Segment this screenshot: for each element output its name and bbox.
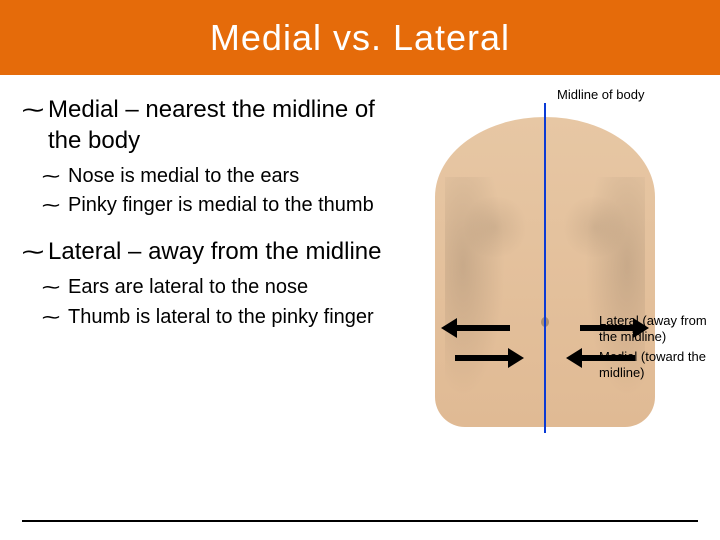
- bullet-glyph-icon: ⁓: [42, 278, 68, 301]
- figure-label-midline: Midline of body: [557, 87, 644, 103]
- bottom-divider: [22, 520, 698, 522]
- bullet-glyph-icon: ⁓: [42, 308, 68, 331]
- bullet-text: Ears are lateral to the nose: [68, 276, 308, 298]
- bullet-l2: ⁓Ears are lateral to the nose: [22, 275, 392, 301]
- arrow-medial-left-icon: [455, 355, 510, 361]
- bullet-l1: ⁓Medial – nearest the midline of the bod…: [22, 95, 392, 156]
- torso-shading: [560, 197, 630, 257]
- bullet-text: Medial – nearest the midline of the body: [48, 96, 375, 154]
- figure-label-medial: Medial (toward the midline): [599, 349, 709, 380]
- content-pane: ⁓Medial – nearest the midline of the bod…: [22, 95, 392, 348]
- bullet-glyph-icon: ⁓: [42, 196, 68, 219]
- bullet-glyph-icon: ⁓: [22, 98, 48, 126]
- bullet-glyph-icon: ⁓: [42, 167, 68, 190]
- bullet-l1: ⁓Lateral – away from the midline: [22, 237, 392, 268]
- bullet-group-medial: ⁓Medial – nearest the midline of the bod…: [22, 95, 392, 219]
- bullet-text: Pinky finger is medial to the thumb: [68, 194, 374, 216]
- torso-shading: [460, 197, 530, 257]
- bullet-l2: ⁓Pinky finger is medial to the thumb: [22, 193, 392, 219]
- bullet-glyph-icon: ⁓: [22, 240, 48, 268]
- figure-label-lateral: Lateral (away from the midline): [599, 313, 709, 344]
- bullet-text: Thumb is lateral to the pinky finger: [68, 306, 374, 328]
- bullet-l2: ⁓Thumb is lateral to the pinky finger: [22, 305, 392, 331]
- anatomy-figure: Midline of body Lateral (away from the m…: [395, 95, 695, 445]
- bullet-text: Nose is medial to the ears: [68, 165, 299, 187]
- bullet-l2: ⁓Nose is medial to the ears: [22, 164, 392, 190]
- arrow-lateral-left-icon: [455, 325, 510, 331]
- title-bar: Medial vs. Lateral: [0, 0, 720, 75]
- bullet-group-lateral: ⁓Lateral – away from the midline ⁓Ears a…: [22, 237, 392, 331]
- bullet-text: Lateral – away from the midline: [48, 238, 382, 265]
- midline-line: [544, 103, 546, 433]
- slide-title: Medial vs. Lateral: [210, 17, 510, 59]
